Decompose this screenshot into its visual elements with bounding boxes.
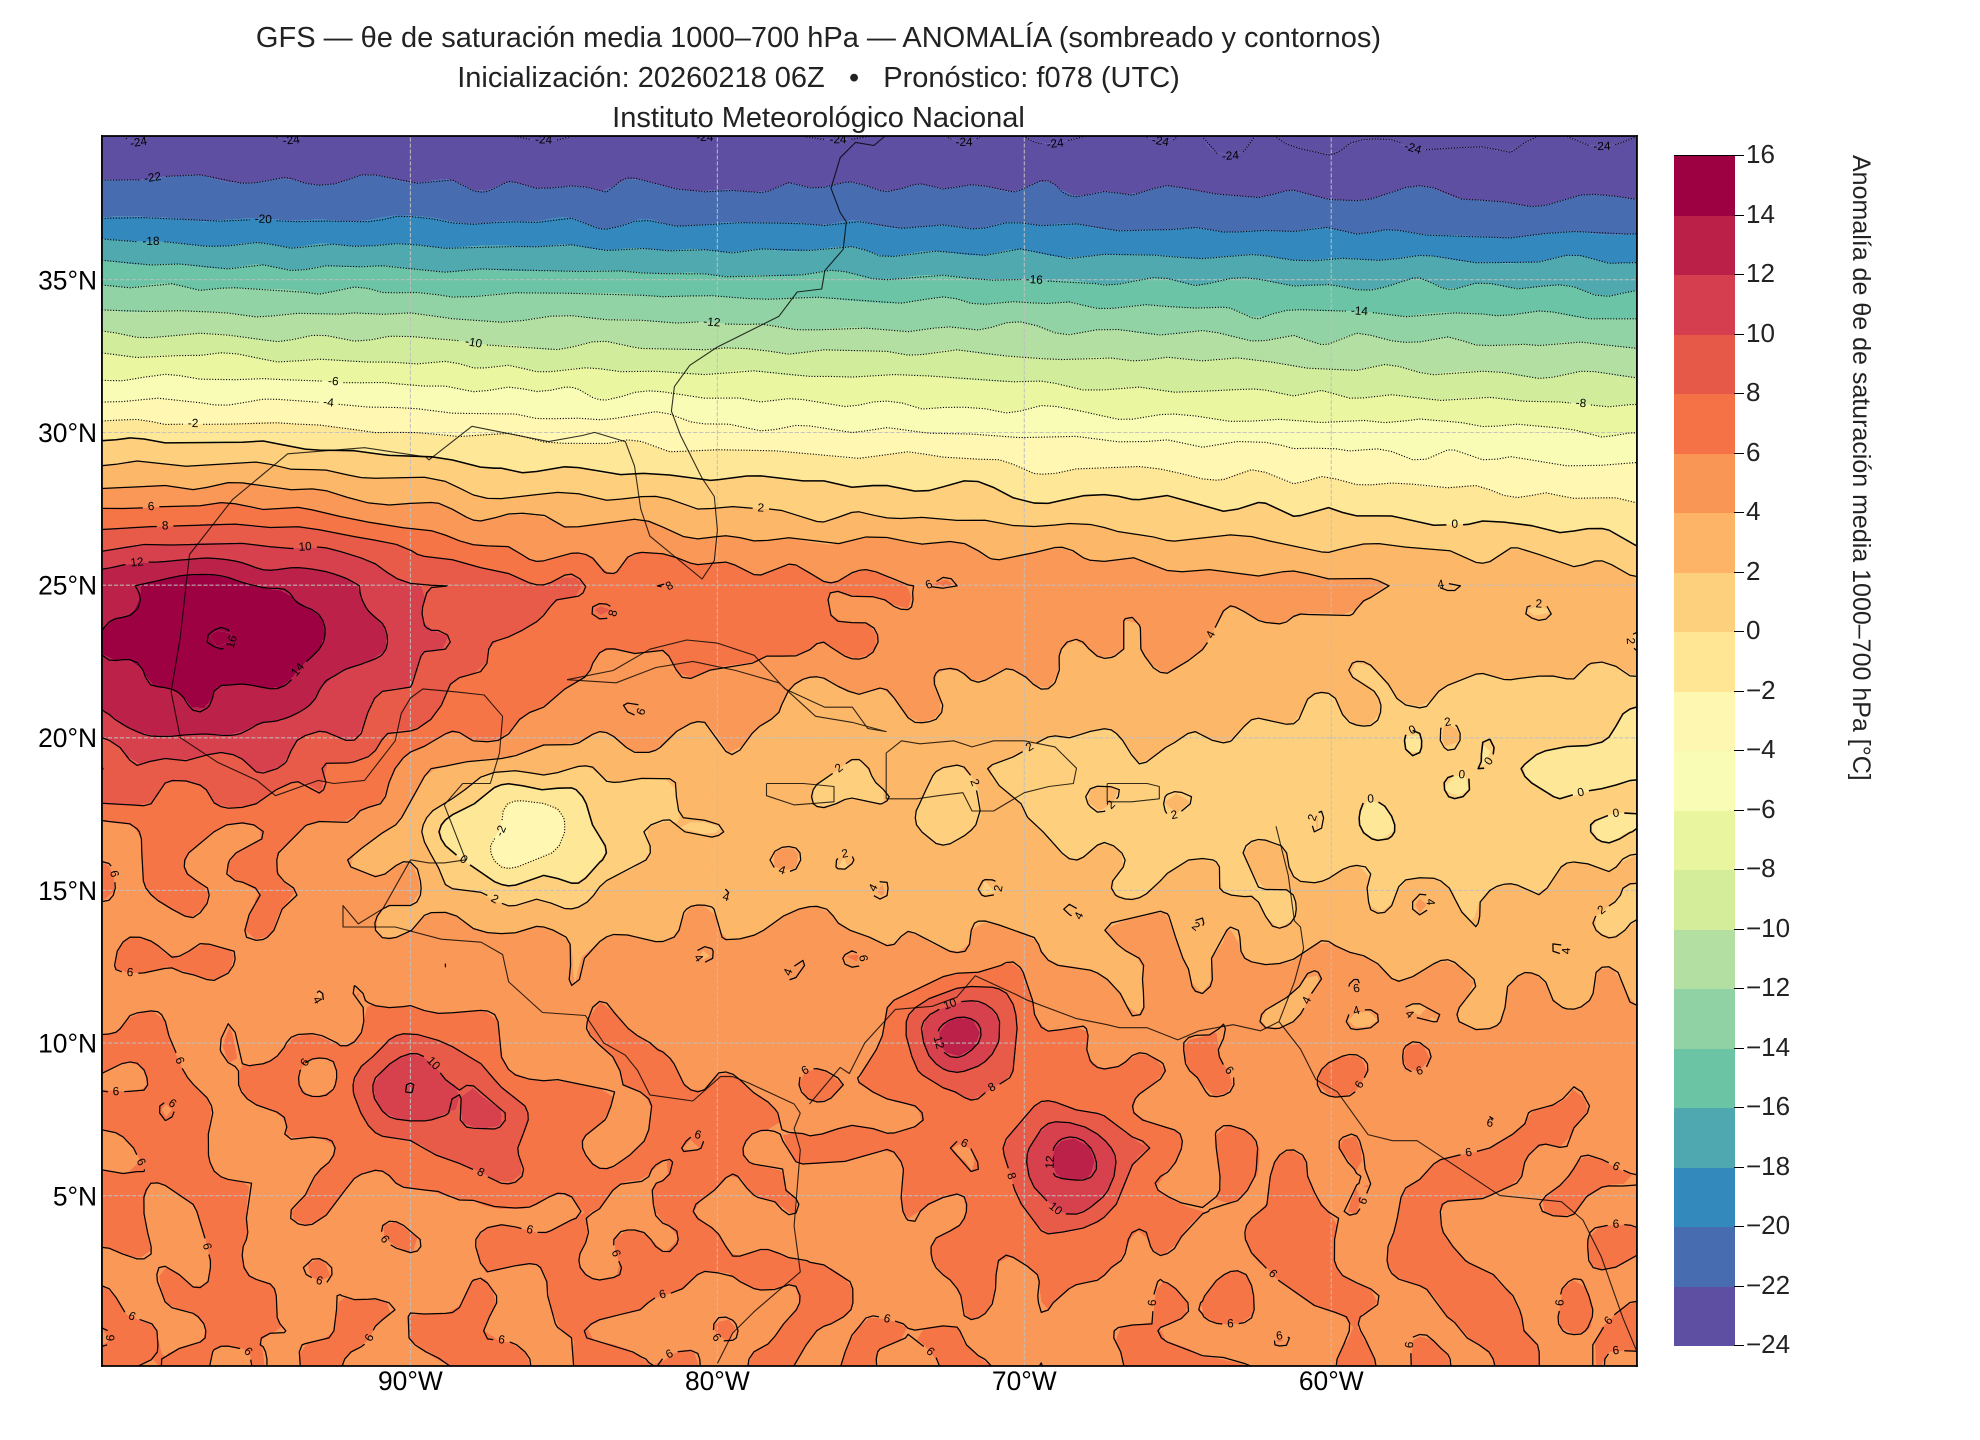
svg-text:80°W: 80°W: [685, 1366, 750, 1396]
svg-text:15°N: 15°N: [38, 876, 97, 906]
svg-text:60°W: 60°W: [1299, 1366, 1364, 1396]
svg-text:35°N: 35°N: [38, 265, 97, 295]
svg-text:70°W: 70°W: [992, 1366, 1057, 1396]
svg-text:30°N: 30°N: [38, 418, 97, 448]
svg-text:25°N: 25°N: [38, 571, 97, 601]
svg-text:20°N: 20°N: [38, 723, 97, 753]
svg-text:90°W: 90°W: [378, 1366, 443, 1396]
svg-text:10°N: 10°N: [38, 1029, 97, 1059]
svg-text:5°N: 5°N: [53, 1181, 97, 1211]
